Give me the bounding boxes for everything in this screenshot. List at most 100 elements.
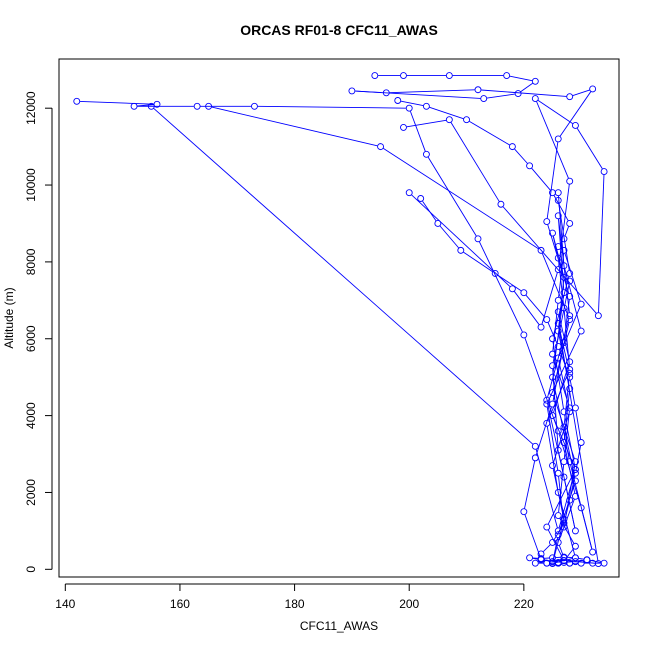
series-line-segment xyxy=(564,414,576,467)
series-line-segment xyxy=(553,195,569,221)
series-line-segment xyxy=(541,253,569,317)
series-line-segment xyxy=(211,106,378,147)
series-line-segment xyxy=(558,219,565,290)
data-point xyxy=(560,473,568,481)
data-point xyxy=(566,316,574,323)
data-point xyxy=(560,558,568,566)
series-line-segment xyxy=(547,322,558,344)
data-point xyxy=(508,143,516,151)
data-point xyxy=(554,243,562,250)
series-line-segment xyxy=(546,407,559,471)
series-line-segment xyxy=(552,284,570,363)
data-point xyxy=(543,316,551,323)
series-line-segment xyxy=(564,268,581,328)
data-point xyxy=(554,469,562,477)
series-line-segment xyxy=(479,241,523,333)
data-point xyxy=(589,85,597,93)
series-line-segment xyxy=(524,337,558,429)
data-point xyxy=(400,123,407,131)
series-line-segment xyxy=(558,280,565,328)
data-point xyxy=(571,554,579,562)
data-point xyxy=(130,102,138,110)
series-line-segment xyxy=(502,206,597,314)
series-line-segment xyxy=(564,226,569,236)
data-point xyxy=(566,385,574,393)
y-tick-label: 6000 xyxy=(24,325,38,352)
y-axis: 0 2000 4000 6000 8000 10000 12000 xyxy=(24,91,53,573)
data-point xyxy=(531,559,539,567)
series-line-segment xyxy=(532,557,538,560)
data-point xyxy=(600,559,608,567)
series-5 xyxy=(400,95,608,331)
data-point xyxy=(549,389,556,396)
data-point xyxy=(549,189,556,197)
data-point xyxy=(417,195,425,202)
data-point xyxy=(543,523,551,531)
series-line-segment xyxy=(547,318,570,398)
series-line-segment xyxy=(558,184,570,267)
series-8 xyxy=(394,97,574,250)
series-line-segment xyxy=(520,82,533,93)
data-point xyxy=(554,212,562,220)
data-point xyxy=(520,331,528,339)
series-line-segment xyxy=(578,557,584,560)
series-line-segment xyxy=(80,100,154,105)
data-point xyxy=(566,177,574,185)
series-line-segment xyxy=(153,108,534,445)
series-line-segment xyxy=(598,174,605,313)
series-line-segment xyxy=(531,168,551,191)
series-line-segment xyxy=(514,148,528,164)
series-line-segment xyxy=(558,349,569,375)
series-line-segment xyxy=(509,75,533,82)
series-line-segment xyxy=(553,418,575,467)
x-tick-label: 180 xyxy=(285,597,305,611)
data-point xyxy=(382,89,390,97)
data-point xyxy=(560,439,568,446)
data-point xyxy=(405,104,413,112)
series-line-segment xyxy=(257,105,406,109)
data-point xyxy=(463,116,470,124)
y-tick-label: 10000 xyxy=(24,168,38,202)
data-point xyxy=(571,122,579,129)
series-line-segment xyxy=(406,119,447,128)
data-point xyxy=(566,312,574,320)
series-line-segment xyxy=(429,106,464,120)
data-point xyxy=(560,515,568,523)
series-line-segment xyxy=(535,449,558,528)
series-line-segment xyxy=(558,434,581,505)
series-line-segment xyxy=(481,89,567,97)
data-point xyxy=(566,373,574,381)
data-point xyxy=(571,558,579,566)
series-line-segment xyxy=(469,120,510,146)
data-point xyxy=(554,446,562,454)
data-point xyxy=(571,465,579,473)
series-line-segment xyxy=(411,194,511,287)
series-6 xyxy=(417,195,585,567)
series-line-segment xyxy=(558,253,565,298)
data-point xyxy=(549,335,556,343)
data-point xyxy=(600,168,608,176)
data-point xyxy=(457,246,465,254)
data-point xyxy=(526,162,534,170)
series-line-segment xyxy=(497,274,522,292)
data-point xyxy=(543,400,551,408)
data-point xyxy=(348,87,356,95)
series-line-segment xyxy=(558,545,564,555)
x-tick-label: 200 xyxy=(399,597,419,611)
data-point xyxy=(560,523,568,531)
data-point xyxy=(520,508,528,516)
series-line-segment xyxy=(514,291,540,325)
data-point xyxy=(549,373,556,381)
data-point xyxy=(422,150,430,158)
series-line-segment xyxy=(576,128,603,170)
series-line-segment xyxy=(558,203,570,271)
data-point xyxy=(566,277,574,285)
series-line-segment xyxy=(137,104,154,107)
series-line-segment xyxy=(559,241,563,245)
data-point xyxy=(560,519,568,527)
series-line-segment xyxy=(553,525,563,540)
data-point xyxy=(566,496,574,504)
data-point xyxy=(514,90,522,98)
data-point xyxy=(474,235,482,243)
